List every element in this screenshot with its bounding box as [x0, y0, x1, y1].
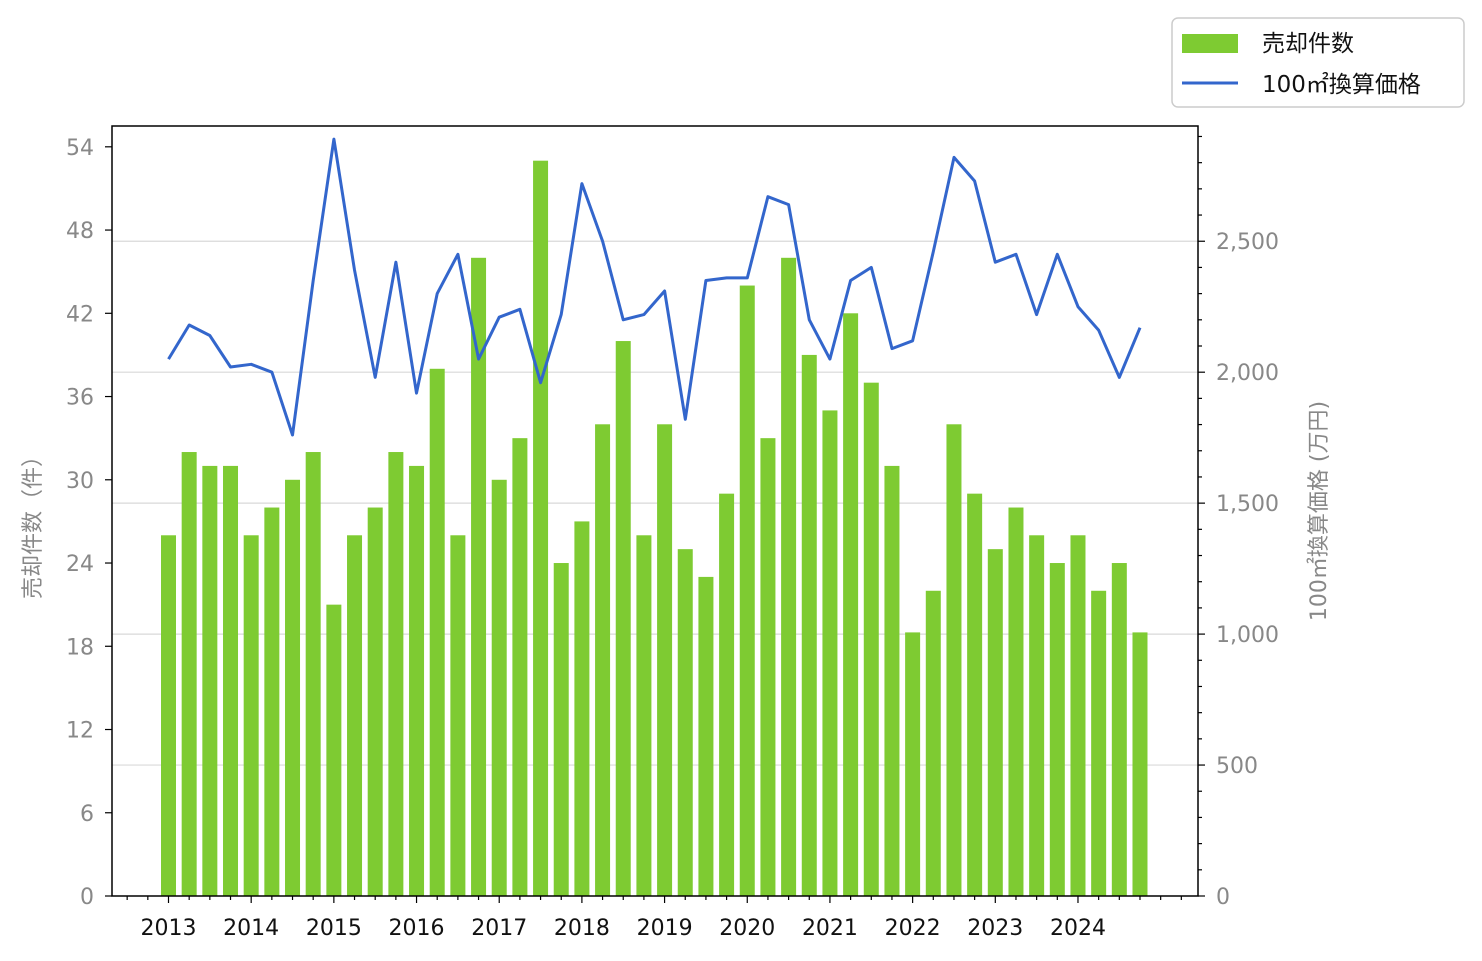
bar [450, 535, 466, 896]
x-tick-label: 2013 [141, 916, 197, 941]
left-y-tick-label: 36 [66, 386, 94, 411]
bar [781, 257, 797, 897]
bar [677, 549, 693, 896]
bar [388, 452, 404, 896]
legend-line-label: 100㎡換算価格 [1262, 72, 1421, 98]
left-y-tick-label: 18 [66, 635, 94, 660]
bar [512, 438, 528, 896]
x-tick-label: 2020 [719, 916, 775, 941]
left-y-tick-label: 54 [66, 136, 94, 161]
bar [429, 368, 445, 896]
left-y-axis: 0 6 12 18 24 30 36 42 48 54 [66, 136, 112, 910]
bar [946, 424, 962, 896]
x-axis: 2013 2014 2015 2016 2017 2018 2019 2020 2021 2022… [126, 896, 1182, 941]
bar [409, 465, 425, 896]
bar [491, 479, 507, 896]
bar [863, 382, 879, 897]
x-tick-label: 2022 [885, 916, 941, 941]
bar [843, 313, 859, 896]
line-series [167, 137, 1142, 437]
x-tick-label: 2016 [389, 916, 445, 941]
left-y-tick-label: 30 [66, 469, 94, 494]
legend: 売却件数 100㎡換算価格 [1171, 17, 1465, 108]
right-y-tick-label: 1,500 [1216, 492, 1279, 517]
bar [223, 465, 239, 896]
legend-box [1171, 17, 1465, 108]
x-tick-label: 2024 [1050, 916, 1106, 941]
bar [1091, 590, 1107, 896]
bar [243, 535, 259, 896]
right-y-tick-label: 2,500 [1216, 230, 1279, 255]
bar-series [161, 160, 1148, 897]
price-line [167, 137, 1142, 437]
bar [1111, 563, 1127, 896]
left-axis-title: 売却件数（件） [21, 445, 46, 599]
left-y-tick-label: 0 [80, 885, 94, 910]
bar [1132, 632, 1148, 896]
bar [884, 465, 900, 896]
bar [553, 563, 569, 896]
x-tick-label: 2015 [306, 916, 362, 941]
bar [905, 632, 921, 896]
bar [326, 604, 342, 896]
left-y-tick-label: 42 [66, 302, 94, 327]
right-y-tick-label: 500 [1216, 754, 1258, 779]
left-y-tick-label: 24 [66, 552, 94, 577]
bar [760, 438, 776, 896]
bar [471, 257, 487, 897]
left-y-tick-label: 48 [66, 219, 94, 244]
bar [367, 507, 383, 896]
bar [822, 410, 838, 896]
bar [1029, 535, 1045, 896]
left-y-tick-label: 12 [66, 719, 94, 744]
bar [636, 535, 652, 896]
bar [987, 549, 1003, 896]
bar [615, 341, 631, 896]
right-y-axis: 0 500 1,000 1,500 2,000 2,500 [1198, 135, 1279, 910]
plot-frame [111, 125, 1199, 897]
x-tick-label: 2019 [637, 916, 693, 941]
bar [285, 479, 301, 896]
bar [347, 535, 363, 896]
x-tick-label: 2014 [223, 916, 279, 941]
bar [264, 507, 280, 896]
x-tick-label: 2023 [967, 916, 1023, 941]
bar [202, 465, 218, 896]
x-tick-label: 2018 [554, 916, 610, 941]
bar [181, 452, 197, 896]
legend-bar-swatch [1182, 34, 1238, 53]
bar [305, 452, 321, 896]
x-tick-label: 2017 [471, 916, 527, 941]
bar [1049, 563, 1065, 896]
bar [161, 535, 176, 896]
bar [657, 424, 673, 896]
left-y-tick-label: 6 [80, 802, 94, 827]
bar [719, 493, 735, 896]
bar [698, 576, 714, 896]
bar [533, 160, 549, 896]
bar [574, 521, 590, 896]
bar [925, 590, 941, 896]
x-tick-label: 2021 [802, 916, 858, 941]
right-y-tick-label: 0 [1216, 885, 1230, 910]
right-y-tick-label: 2,000 [1216, 361, 1279, 386]
bar [1008, 507, 1024, 896]
bar [1070, 535, 1086, 896]
bar [595, 424, 611, 896]
bar [967, 493, 983, 896]
bar [801, 354, 817, 896]
right-axis-title: 100㎡換算価格 (万円) [1306, 401, 1332, 621]
right-y-tick-label: 1,000 [1216, 623, 1279, 648]
bar [739, 285, 755, 896]
legend-bar-label: 売却件数 [1262, 31, 1354, 57]
